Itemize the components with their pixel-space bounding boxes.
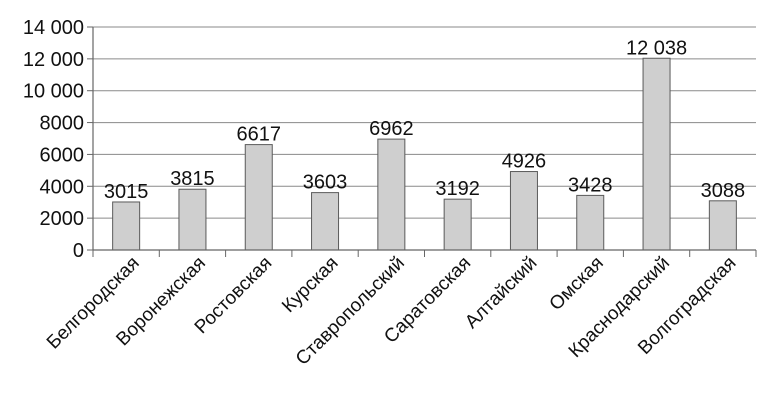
y-tick-label: 14 000: [23, 17, 84, 39]
y-tick-label: 12 000: [23, 49, 84, 71]
bar: [244, 144, 273, 251]
data-label: 4926: [502, 151, 547, 173]
bar: [311, 192, 340, 251]
y-tick-label: 8000: [40, 113, 85, 135]
bar: [642, 57, 671, 251]
bar: [112, 201, 141, 251]
bar: [509, 171, 538, 251]
category-label: Омская: [546, 253, 608, 315]
bar: [576, 194, 605, 251]
bar: [178, 188, 207, 251]
data-label: 3815: [170, 168, 215, 190]
data-labels: 3015 3815 6617 3603 6962 3192 4926 3428 12 038 30…: [104, 37, 745, 203]
bar: [377, 138, 406, 251]
category-label: Алтайский: [461, 253, 541, 333]
data-label: 3015: [104, 181, 149, 203]
category-label: Курская: [278, 253, 342, 317]
y-axis-tick-labels: 0 2000 4000 6000 8000 10 000 12 000 14 000: [23, 17, 84, 262]
data-label: 3088: [701, 180, 746, 202]
y-tick-label: 2000: [40, 208, 85, 230]
data-label: 3428: [568, 174, 613, 196]
y-tick-label: 10 000: [23, 81, 84, 103]
bar: [443, 198, 472, 251]
data-label: 3603: [303, 172, 348, 194]
bar: [708, 200, 737, 251]
y-tick-label: 0: [73, 240, 84, 262]
data-label: 6962: [369, 118, 414, 140]
bars: [112, 57, 737, 251]
gridlines: [93, 26, 756, 219]
data-label: 12 038: [626, 37, 687, 59]
axes: [87, 26, 757, 257]
data-label: 3192: [435, 178, 480, 200]
y-tick-label: 4000: [40, 176, 85, 198]
data-label: 6617: [237, 124, 282, 146]
y-tick-label: 6000: [40, 144, 85, 166]
